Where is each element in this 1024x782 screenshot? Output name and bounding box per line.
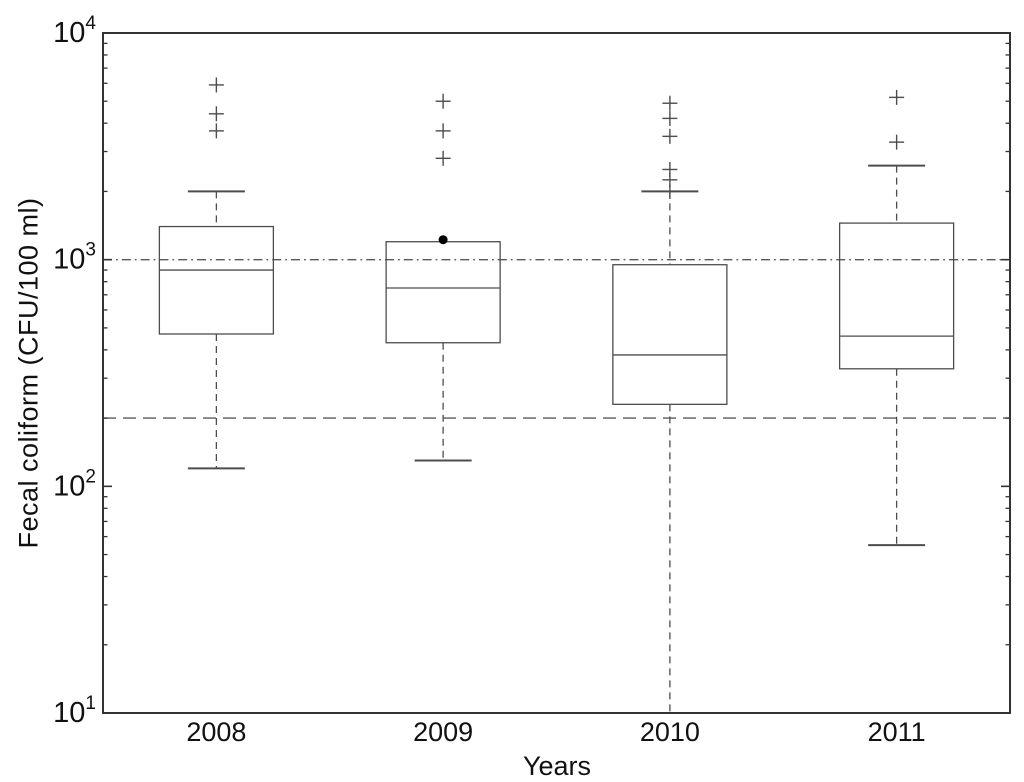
x-tick-label-2008: 2008 bbox=[186, 717, 246, 747]
box-2009 bbox=[385, 241, 501, 344]
y-tick-label-10e4: 104 bbox=[53, 13, 96, 49]
y-tick-label-10e1: 101 bbox=[53, 693, 96, 729]
box-2011 bbox=[838, 222, 955, 370]
x-tick-label-2011: 2011 bbox=[868, 717, 926, 747]
outlier-marker-2009-2 bbox=[435, 93, 451, 109]
outlier-marker-2009-0 bbox=[435, 150, 451, 166]
outlier-marker-2009-1 bbox=[435, 123, 451, 139]
x-tick-label-2010: 2010 bbox=[640, 717, 700, 747]
mean-dot-2009 bbox=[438, 235, 448, 245]
outlier-marker-2010-5 bbox=[662, 95, 678, 111]
y-tick-label-10e2: 102 bbox=[53, 466, 96, 502]
x-axis-title: Years bbox=[522, 751, 592, 781]
outlier-marker-2010-4 bbox=[662, 110, 678, 126]
box-2010 bbox=[612, 264, 728, 405]
outlier-marker-2008-2 bbox=[208, 77, 224, 93]
outlier-marker-2010-3 bbox=[662, 128, 678, 144]
outlier-marker-2011-0 bbox=[889, 134, 905, 150]
y-tick-label-10e3: 103 bbox=[53, 240, 96, 276]
outlier-marker-2011-1 bbox=[889, 89, 905, 105]
outlier-marker-2008-1 bbox=[208, 106, 224, 122]
y-axis-title: Fecal coliform (CFU/100 ml) bbox=[13, 197, 44, 549]
axis-frame bbox=[102, 32, 1011, 714]
box-2008 bbox=[158, 225, 275, 335]
outlier-marker-2010-2 bbox=[662, 161, 678, 177]
outlier-marker-2008-0 bbox=[208, 123, 224, 139]
x-tick-label-2009: 2009 bbox=[413, 717, 473, 747]
